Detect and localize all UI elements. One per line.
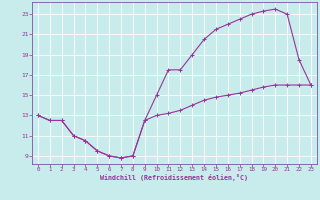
X-axis label: Windchill (Refroidissement éolien,°C): Windchill (Refroidissement éolien,°C) [100,174,248,181]
